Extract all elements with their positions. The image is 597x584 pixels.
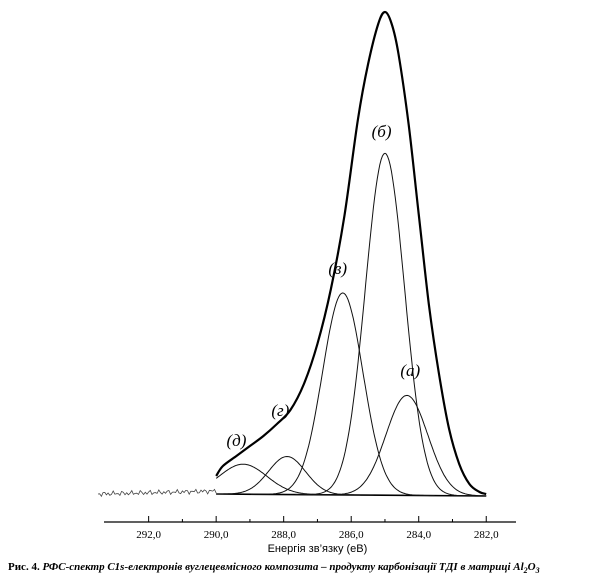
x-tick-label: 282,0 [474,529,499,541]
component-peak-2 [295,152,475,497]
peak-label-3: (в) [328,259,347,278]
x-tick-label: 290,0 [204,529,229,541]
caption-text: РФС-спектр C1s-електронів вуглецевмісног… [42,561,524,573]
peak-label-5: (д) [226,431,246,450]
x-axis-label: Енергія зв’язку (еВ) [268,543,368,555]
x-tick-label: 286,0 [339,529,364,541]
x-ticks-layer: 292,0 290,0 288,0 286,0 284,0 282,0 [136,516,499,541]
peak-labels-layer: (а) (б) (в) (г) (д) [226,122,420,450]
figure-caption: Рис. 4. РФС-спектр C1s-електронів вуглец… [8,561,593,575]
component-peak-3 [250,292,435,497]
noise-trace-layer [97,488,217,498]
envelope-layer [215,10,487,496]
envelope-curve [215,10,487,496]
component-peak-1 [312,394,487,497]
x-tick-label: 284,0 [406,529,431,541]
x-tick-label: 292,0 [136,529,161,541]
component-peak-4 [216,455,374,496]
caption-sub2: 3 [535,566,540,576]
caption-sub1: 2 [523,566,528,576]
peak-label-1: (а) [400,361,420,380]
caption-prefix: Рис. 4. [8,561,40,573]
peak-label-2: (б) [372,122,392,141]
component-peak-5 [215,463,346,496]
component-peaks-layer [215,152,487,497]
peak-label-4: (г) [271,401,289,420]
noise-trace [97,488,217,498]
x-tick-label: 288,0 [271,529,296,541]
caption-mid: O [527,561,536,573]
